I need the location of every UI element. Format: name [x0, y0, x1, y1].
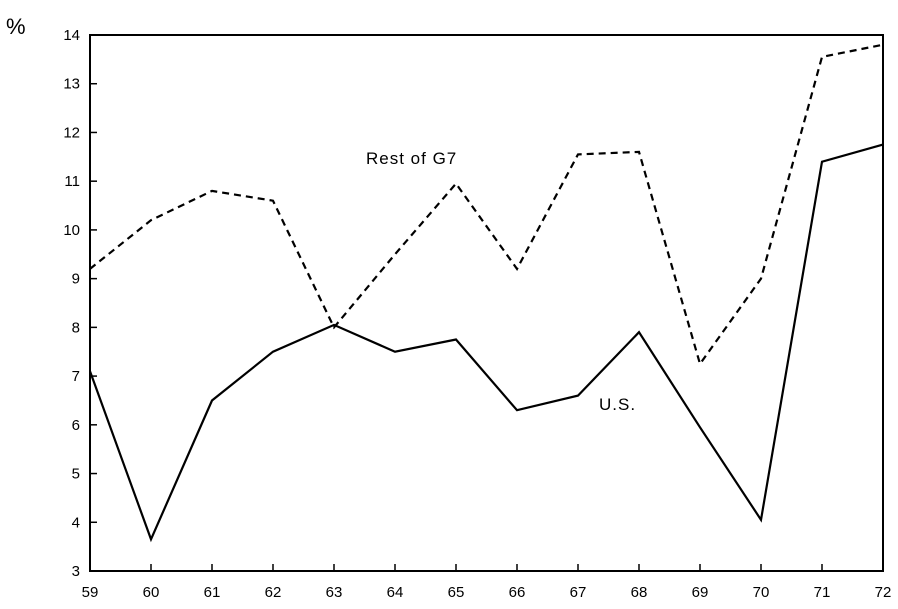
- y-tick-label: 10: [63, 222, 80, 239]
- x-tick-label: 71: [814, 584, 831, 601]
- y-tick-label: 12: [63, 124, 80, 141]
- y-axis: 3 4 5 6 7 8 9 10 11 12 13 14: [63, 27, 97, 580]
- series-label-rest-of-g7: Rest of G7: [366, 149, 457, 168]
- x-tick-label: 60: [143, 584, 160, 601]
- x-tick-label: 70: [753, 584, 770, 601]
- y-unit-label: %: [6, 14, 26, 39]
- y-tick-label: 13: [63, 76, 80, 93]
- x-tick-label: 65: [448, 584, 465, 601]
- series-line-rest-of-g7: [89, 43, 884, 367]
- x-axis: 59 60 61 62 63 64 65 66 67 68 69 70 71 72: [82, 564, 892, 601]
- y-tick-label: 9: [72, 271, 80, 288]
- y-tick-label: 5: [72, 466, 80, 483]
- x-tick-label: 69: [692, 584, 709, 601]
- y-tick-label: 4: [72, 514, 80, 531]
- y-tick-label: 6: [72, 417, 80, 434]
- x-tick-label: 61: [204, 584, 221, 601]
- y-tick-label: 14: [63, 27, 80, 44]
- x-tick-label: 68: [631, 584, 648, 601]
- series-line-us: [88, 143, 884, 543]
- x-tick-label: 63: [326, 584, 343, 601]
- y-tick-label: 3: [72, 563, 80, 580]
- y-tick-label: 8: [72, 319, 80, 336]
- plot-frame: [89, 34, 884, 572]
- y-tick-label: 7: [72, 368, 80, 385]
- x-tick-label: 59: [82, 584, 99, 601]
- x-tick-label: 64: [387, 584, 404, 601]
- y-tick-label: 11: [64, 173, 80, 190]
- x-tick-label: 66: [509, 584, 526, 601]
- x-tick-label: 62: [265, 584, 282, 601]
- x-tick-label: 67: [570, 584, 587, 601]
- series-label-us: U.S.: [599, 395, 636, 414]
- series-layer: [88, 43, 884, 543]
- x-tick-label: 72: [875, 584, 892, 601]
